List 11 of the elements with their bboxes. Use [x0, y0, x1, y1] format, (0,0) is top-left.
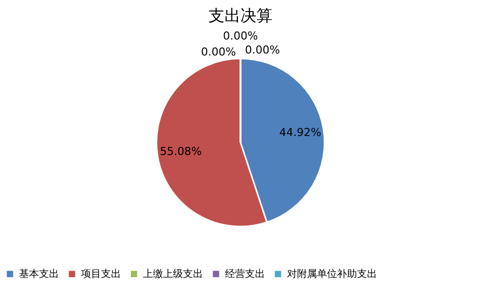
data-label: 55.08% [160, 145, 202, 158]
legend-label: 对附属单位补助支出 [287, 268, 377, 280]
text: 0.00% [245, 44, 280, 56]
text: 0.00% [201, 46, 236, 58]
text: 0.00% [223, 30, 258, 42]
data-label: 44.92% [279, 126, 322, 139]
legend-label: 项目支出 [81, 268, 121, 280]
legend-label: 上缴上级支出 [143, 268, 203, 280]
legend-label: 经营支出 [225, 268, 265, 280]
chart-title: 支出决算 [208, 6, 272, 25]
legend-label: 基本支出 [19, 268, 59, 280]
